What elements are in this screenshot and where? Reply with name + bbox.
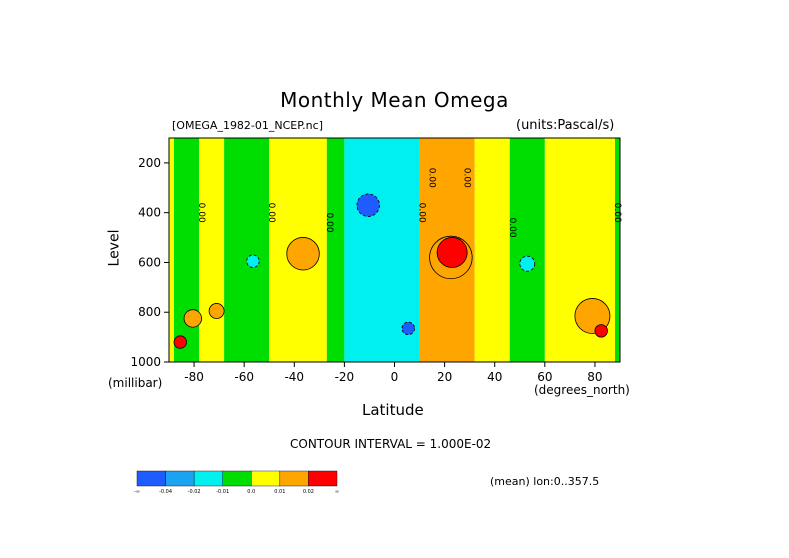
contour-feature-0 [183, 309, 202, 328]
plot-features [173, 193, 611, 349]
colorbar-swatch-2 [193, 470, 223, 487]
y-tick-label-4: 1000 [130, 355, 161, 369]
y-axis-unit: (millibar) [108, 376, 163, 390]
contour-labels: 0.00 0.00 0.00 0.00 0.00 0.00 0.00 0.00 [196, 168, 622, 238]
band-2 [199, 138, 225, 362]
colorbar-label-2: -0.02 [188, 489, 201, 495]
colorbar-swatch-0 [136, 470, 166, 487]
contour-feature-6 [401, 321, 415, 336]
contour-feature-9 [519, 255, 536, 272]
colorbar-label-1: -0.04 [159, 489, 172, 495]
contour-feature-3 [246, 254, 260, 268]
contour-feature-11 [594, 324, 608, 338]
units-label: (units:Pascal/s) [516, 118, 615, 133]
x-axis-unit: (degrees_north) [534, 383, 630, 397]
y-tick-label-0: 200 [138, 156, 161, 170]
band-9 [509, 138, 545, 362]
contour-label-1: 0.00 [266, 203, 276, 223]
y-tick-label-3: 800 [138, 305, 161, 319]
contour-label-4: 0.00 [507, 218, 517, 238]
band-3 [224, 138, 270, 362]
x-tick-label-4: 0 [391, 370, 399, 384]
x-axis-label: Latitude [362, 401, 424, 419]
colorbar-label-6: 0.02 [303, 489, 314, 495]
contour-interval-label: CONTOUR INTERVAL = 1.000E-02 [290, 437, 492, 451]
colorbar-swatch-1 [165, 470, 195, 487]
file-label: [OMEGA_1982-01_NCEP.nc] [172, 119, 323, 132]
band-5 [326, 138, 345, 362]
x-tick-label-3: -20 [335, 370, 355, 384]
y-tick-label-2: 600 [138, 255, 161, 269]
contour-feature-2 [208, 303, 225, 319]
contour-label-6: 0.00 [427, 168, 437, 188]
contour-label-3: 0.00 [417, 203, 427, 223]
band-8 [474, 138, 510, 362]
colorbar-label-5: 0.01 [274, 489, 285, 495]
contour-feature-8 [436, 237, 468, 268]
mean-note: (mean) lon:0..357.5 [490, 475, 600, 488]
x-tick-label-6: 40 [487, 370, 502, 384]
contour-label-5: 0.00 [612, 203, 622, 223]
band-11 [614, 138, 620, 362]
contour-label-7: 0.00 [462, 168, 472, 188]
colorbar-label-7: ∞ [335, 489, 339, 495]
contour-label-2: 0.00 [324, 213, 334, 233]
x-tick-label-0: -80 [184, 370, 204, 384]
axis-ticks: -80 -60 -40 -20 0 20 40 60 80 200 400 600 800 1000 [130, 156, 602, 384]
x-tick-label-5: 20 [437, 370, 452, 384]
x-tick-label-7: 60 [537, 370, 552, 384]
x-tick-label-1: -60 [234, 370, 254, 384]
contour-feature-4 [286, 237, 320, 271]
colorbar-swatch-6 [308, 470, 338, 487]
chart-title: Monthly Mean Omega [280, 88, 509, 112]
colorbar-label-3: -0.01 [216, 489, 229, 495]
colorbar-swatch-5 [279, 470, 309, 487]
colorbar-label-0: -∞ [134, 489, 140, 495]
contour-label-0: 0.00 [196, 203, 206, 223]
x-tick-label-2: -40 [284, 370, 304, 384]
contour-feature-1 [173, 335, 187, 349]
x-tick-label-8: 80 [587, 370, 602, 384]
colorbar-swatch-3 [222, 470, 252, 487]
colorbar-label-4: 0.0 [247, 489, 255, 495]
colorbar-swatch-4 [251, 470, 281, 487]
contour-feature-5 [356, 193, 380, 217]
band-0 [169, 138, 175, 362]
plot-background [169, 138, 620, 362]
band-1 [174, 138, 200, 362]
y-tick-label-1: 400 [138, 206, 161, 220]
colorbar: -∞ -0.04 -0.02 -0.01 0.0 0.01 0.02 ∞ [134, 470, 339, 495]
